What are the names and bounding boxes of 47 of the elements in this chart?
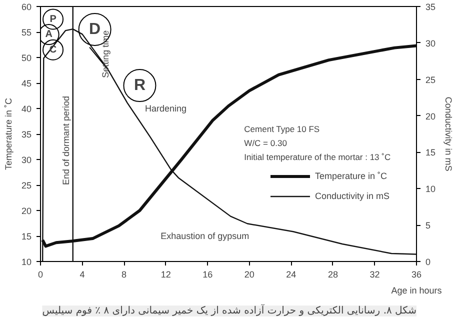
annotation: Hardening xyxy=(144,104,186,114)
x-tick-label: 24 xyxy=(286,270,296,280)
y-tick-label: 10 xyxy=(21,257,32,267)
x-tick-label: 32 xyxy=(370,270,380,280)
y-tick-label: 20 xyxy=(21,206,32,216)
x-axis-title: Age in hours xyxy=(391,286,442,296)
annotation: P xyxy=(50,14,57,25)
y2-axis-title: Conductivity in mS xyxy=(444,96,454,172)
ref-line-label: End of dormant period xyxy=(60,96,71,185)
y-tick-label: 55 xyxy=(21,28,32,38)
x-tick-label: 0 xyxy=(38,270,44,280)
x-tick-label: 28 xyxy=(328,270,338,280)
y2-tick-label: 35 xyxy=(426,2,436,12)
annotation: Setting time xyxy=(100,30,110,78)
annotation: A xyxy=(45,29,52,40)
y-axis-title: Temperature in ˚C xyxy=(3,97,14,170)
annotation: D xyxy=(89,20,101,38)
x-tick-label: 4 xyxy=(80,270,85,280)
annotation: C xyxy=(49,44,57,56)
x-tick-label: 12 xyxy=(160,270,171,280)
y2-tick-label: 20 xyxy=(426,111,436,122)
annotation: R xyxy=(134,77,146,94)
y2-tick-label: 30 xyxy=(426,38,436,48)
y2-tick-label: 25 xyxy=(426,74,436,85)
y-tick-label: 25 xyxy=(21,180,32,190)
y-tick-label: 35 xyxy=(21,130,32,140)
legend-label: Conductivity in mS xyxy=(315,191,390,201)
y2-tick-label: 15 xyxy=(426,148,436,158)
x-tick-label: 8 xyxy=(122,270,127,280)
x-tick-label: 36 xyxy=(411,270,422,280)
y-tick-label: 45 xyxy=(21,78,32,88)
x-tick-label: 16 xyxy=(202,270,213,280)
legend-label: Temperature in ˚C xyxy=(315,171,388,181)
x-tick-label: 20 xyxy=(244,270,254,280)
annotation: Initial temperature of the mortar : 13 ˚C xyxy=(244,152,391,162)
y-tick-label: 30 xyxy=(21,155,32,165)
annotation: Cement Type 10 FS xyxy=(244,124,320,134)
y2-tick-label: 10 xyxy=(426,184,436,194)
text: شکل ۸. رسانایی الکتریکی و حرارت آزاده شده از یک خمیر سیمانی دارای ۸ ٪ فوم سیلیس xyxy=(42,304,417,316)
y2-tick-label: 0 xyxy=(426,257,431,267)
y-tick-label: 15 xyxy=(21,232,32,242)
y2-tick-label: 5 xyxy=(426,220,431,231)
annotation: W/C = 0.30 xyxy=(244,138,288,148)
y-tick-label: 50 xyxy=(21,53,32,63)
y-tick-label: 40 xyxy=(21,104,32,114)
y-tick-label: 60 xyxy=(21,2,32,12)
annotation: Exhaustion of gypsum xyxy=(160,231,250,241)
